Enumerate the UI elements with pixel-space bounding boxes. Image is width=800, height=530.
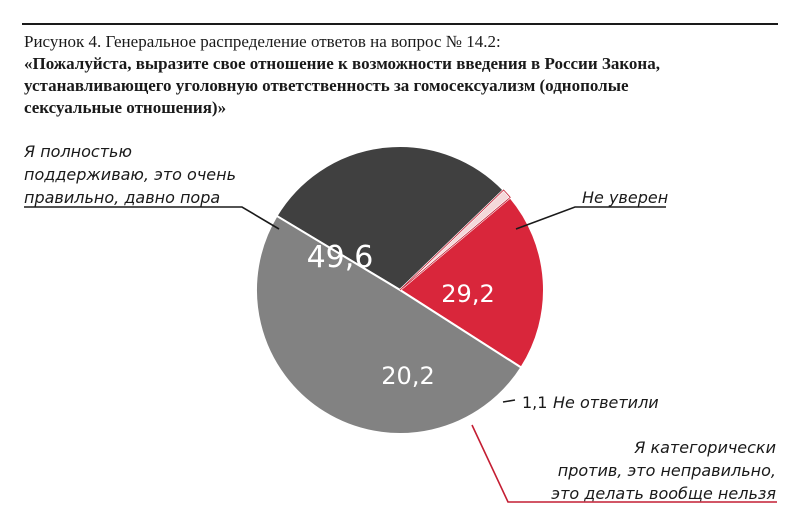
leader-line-no-answer: [502, 399, 516, 403]
leader-lines: [24, 206, 777, 503]
value-label-against: 20,2: [381, 362, 434, 390]
pie-slice-unsure: [275, 145, 505, 291]
pie-slices: [254, 145, 545, 435]
value-label-unsure: 29,2: [441, 280, 494, 308]
pie-slice-against: [399, 196, 545, 369]
label-support-line-3: правильно, давно пора: [24, 188, 220, 207]
pie-slice-support: [254, 214, 523, 435]
label-against-line-1: Я категорически: [633, 438, 776, 457]
question-line-1: «Пожалуйста, выразите свое отношение к в…: [24, 54, 660, 73]
leader-line-against: [471, 424, 777, 503]
leader-line-support: [24, 206, 280, 230]
figure-caption: Рисунок 4. Генеральное распределение отв…: [24, 32, 501, 51]
label-support-line-1: Я полностью: [23, 142, 132, 161]
leader-line-unsure: [515, 206, 666, 230]
label-support-line-2: поддерживаю, это очень: [24, 165, 236, 184]
label-against-line-2: против, это неправильно,: [558, 461, 776, 480]
value-label-support: 49,6: [307, 240, 374, 275]
label-no-answer: Не ответили: [553, 393, 659, 412]
question-line-2: устанавливающего уголовную ответственнос…: [24, 76, 629, 95]
value-label-no-answer: 1,1: [522, 393, 547, 412]
pie-slice-no-answer-outline: [399, 189, 511, 291]
label-against-line-3: это делать вообще нельзя: [551, 484, 776, 503]
question-line-3: сексуальные отношения)»: [24, 98, 226, 117]
label-unsure: Не уверен: [582, 188, 668, 207]
